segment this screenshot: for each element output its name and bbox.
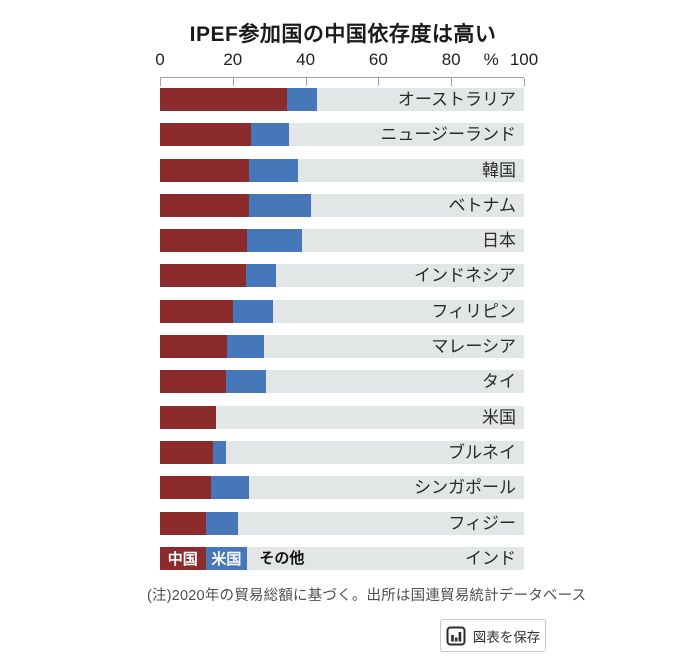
us-segment (249, 158, 299, 182)
us-segment (227, 335, 264, 359)
country-label: ブルネイ (448, 442, 516, 462)
x-axis-tick (305, 78, 307, 86)
china-segment (160, 264, 246, 288)
us-segment (245, 264, 277, 288)
china-segment (160, 299, 233, 323)
legend-us-label: 米国 (211, 550, 242, 568)
bar-row: ニュージーランド (160, 123, 524, 147)
us-segment (232, 299, 273, 323)
x-axis-tick-label: 40 (296, 50, 316, 69)
bar-row: ブルネイ (160, 440, 524, 464)
x-axis-tick (378, 78, 380, 86)
bar-row: タイ (160, 370, 524, 394)
china-segment (160, 193, 250, 217)
x-axis-tick (524, 78, 525, 86)
us-segment (210, 476, 250, 500)
country-label: 米国 (482, 407, 516, 427)
x-axis-tick-label: 20 (223, 50, 243, 69)
chart-note: (注)2020年の貿易総額に基づく。出所は国連貿易統計データベース (147, 588, 587, 604)
country-label: 日本 (482, 231, 516, 251)
bar-row: シンガポール (160, 476, 524, 500)
us-segment: 米国 (205, 546, 248, 570)
country-label: インドネシア (414, 266, 516, 286)
chart-title: IPEF参加国の中国依存度は高い (189, 23, 497, 46)
bar-row: ベトナム (160, 193, 524, 217)
us-segment (287, 88, 317, 111)
china-segment (160, 370, 226, 394)
bar-chart-icon (446, 626, 466, 646)
china-segment (160, 88, 288, 111)
china-segment (160, 123, 251, 147)
x-axis-tick (160, 78, 161, 86)
x-axis-tick (451, 78, 453, 86)
save-chart-button[interactable]: 図表を保存 (440, 619, 546, 652)
legend-china-label: 中国 (167, 550, 198, 568)
china-segment (160, 440, 213, 464)
x-axis-tick-label: 100 (509, 50, 539, 69)
country-label: インド (465, 548, 516, 568)
bar-rows: オーストラリアニュージーランド韓国ベトナム日本インドネシアフィリピンマレーシアタ… (160, 88, 524, 582)
x-axis-tick-label: 0 (155, 50, 165, 69)
us-segment (205, 511, 239, 535)
country-label: マレーシア (431, 337, 516, 357)
china-segment (160, 511, 206, 535)
us-segment (225, 370, 266, 394)
country-label: オーストラリア (397, 90, 516, 109)
bar-row: フィジー (160, 511, 524, 535)
bar-row: 米国 (160, 405, 524, 429)
country-label: ベトナム (448, 195, 517, 215)
us-segment (251, 123, 290, 147)
us-segment (212, 440, 226, 464)
bar-row: 韓国 (160, 158, 524, 182)
x-axis-tick-label: 80 (441, 50, 461, 69)
x-axis-labels: 0 20 40 60 80 100% (155, 50, 538, 72)
x-axis-unit-label: % (483, 50, 499, 69)
china-segment (160, 405, 217, 429)
us-segment (247, 229, 302, 253)
china-segment: 中国 (160, 546, 206, 570)
country-label: フィジー (448, 513, 516, 533)
legend-others-label: その他 (259, 549, 305, 567)
x-axis-tick-label: 60 (368, 50, 388, 69)
bar-row: インドネシア (160, 264, 524, 288)
bar-row: 日本 (160, 229, 524, 253)
china-segment (160, 229, 248, 253)
x-axis-line (160, 77, 525, 86)
china-segment (160, 158, 250, 182)
bar-row: 中国 米国 その他 インド (160, 546, 524, 570)
country-label: フィリピン (431, 301, 516, 321)
x-axis-tick (232, 78, 234, 86)
china-segment (160, 335, 228, 359)
bar-row: オーストラリア (160, 88, 524, 111)
country-label: ニュージーランド (380, 125, 516, 145)
bar-row: マレーシア (160, 335, 524, 359)
country-label: タイ (482, 372, 516, 392)
china-segment (160, 476, 211, 500)
us-segment (249, 193, 312, 217)
country-label: 韓国 (482, 160, 516, 180)
bar-row: フィリピン (160, 299, 524, 323)
save-chart-button-label: 図表を保存 (472, 629, 541, 645)
country-label: シンガポール (414, 478, 516, 498)
